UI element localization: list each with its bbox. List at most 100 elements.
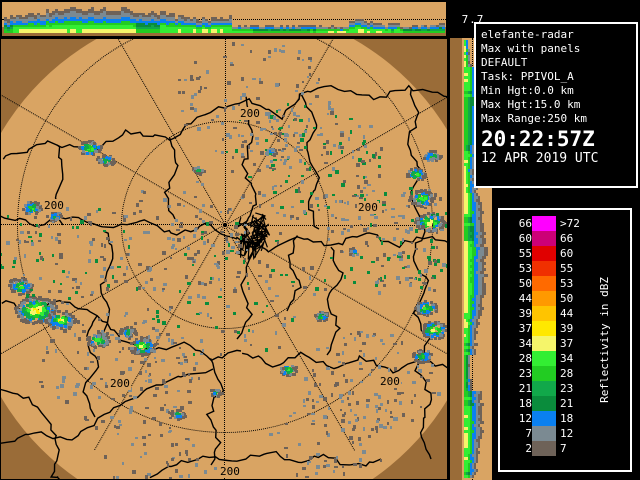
echo-cell [470,133,472,136]
echo-cell [26,241,29,243]
echo-cell [327,433,330,437]
echo-cell [319,31,322,33]
echo-cell [433,31,436,33]
echo-cell [142,25,145,27]
echo-cell [226,250,230,254]
echo-cell [120,257,123,260]
echo-cell [406,173,409,176]
echo-cell [98,159,101,162]
echo-cell [470,400,472,403]
echo-cell [188,438,190,441]
echo-cell [417,200,420,203]
echo-cell [266,305,268,307]
echo-cell [215,326,218,329]
echo-cell [478,406,480,409]
echo-cell [394,25,397,27]
echo-cell [335,217,337,219]
echo-cell [470,244,472,247]
echo-cell [28,29,31,31]
echo-cell [440,269,443,272]
echo-cell [103,344,106,347]
echo-cell [330,257,333,259]
echo-cell [466,121,468,124]
echo-cell [276,110,278,113]
echo-cell [202,31,205,33]
echo-cell [474,238,476,241]
echo-cell [470,160,472,163]
echo-cell [355,31,358,33]
echo-cell [361,160,365,163]
echo-cell [190,79,194,81]
echo-cell [6,241,10,245]
echo-cell [244,224,247,226]
echo-cell [464,40,466,43]
echo-cell [94,17,97,19]
boundary-line [300,93,321,230]
echo-cell [439,27,442,29]
echo-cell [360,331,363,333]
echo-cell [466,352,468,355]
echo-cell [16,27,19,29]
echo-cell [124,21,127,23]
echo-cell [49,25,52,27]
echo-cell [466,109,468,112]
echo-cell [422,190,425,193]
echo-cell [421,27,424,29]
echo-cell [55,218,58,221]
echo-cell [430,327,433,330]
echo-cell [181,15,184,17]
echo-cell [472,268,474,271]
echo-cell [307,462,309,465]
echo-cell [474,463,476,466]
urban-boundary [237,217,249,228]
echo-cell [184,19,187,21]
echo-cell [355,27,358,29]
echo-cell [474,226,476,229]
echo-cell [464,376,466,379]
echo-cell [464,184,466,187]
echo-cell [470,352,472,355]
echo-cell [472,406,474,409]
echo-cell [470,268,472,271]
echo-cell [40,17,43,19]
echo-cell [476,451,478,454]
echo-cell [168,431,171,433]
echo-cell [226,31,229,33]
echo-cell [129,411,132,414]
echo-cell [472,223,474,226]
echo-cell [387,400,389,404]
echo-cell [370,25,373,27]
echo-cell [464,370,466,373]
echo-cell [464,385,466,388]
echo-cell [179,452,181,456]
echo-cell [346,27,349,29]
echo-cell [478,292,480,295]
echo-cell [480,202,482,205]
echo-cell [62,312,65,315]
echo-cell [480,250,482,253]
echo-cell [478,427,480,430]
echo-cell [178,17,181,19]
echo-cell [480,268,482,271]
echo-cell [411,400,413,404]
echo-cell [147,363,151,367]
echo-cell [126,253,129,256]
echo-cell [56,315,59,318]
echo-cell [271,29,274,31]
echo-cell [421,31,424,33]
echo-cell [55,305,58,308]
echo-cell [154,13,157,15]
echo-cell [247,282,249,285]
echo-cell [14,257,17,260]
echo-cell [466,403,468,406]
echo-cell [474,196,476,199]
echo-cell [466,277,468,280]
echo-cell [98,150,101,153]
ppi-radar-map[interactable]: 200 200 200 200 200 200 [0,38,448,480]
echo-cell [283,162,286,165]
echo-cell [208,29,211,31]
echo-cell [423,310,426,313]
echo-cell [167,463,169,467]
echo-cell [470,172,472,175]
echo-cell [466,466,468,469]
